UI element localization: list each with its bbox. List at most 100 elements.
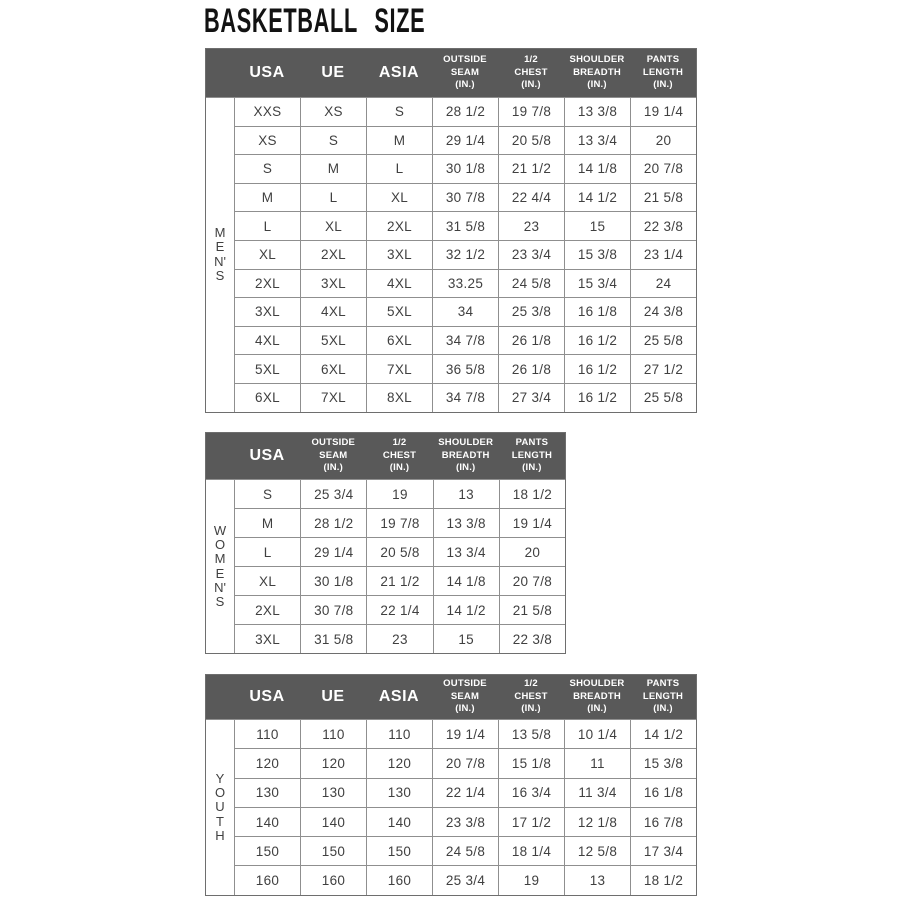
column-header: UE xyxy=(321,64,345,81)
size-cell: 24 xyxy=(630,268,696,298)
size-cell: 33.25 xyxy=(432,268,498,298)
size-cell: 19 1/4 xyxy=(630,97,696,126)
size-cell: 31 5/8 xyxy=(300,624,367,653)
size-cell: 30 7/8 xyxy=(300,595,367,624)
group-label-letter: M xyxy=(214,551,226,567)
size-cell: 28 1/2 xyxy=(300,508,367,537)
size-cell: 19 xyxy=(498,865,564,895)
size-cell: M xyxy=(234,508,301,537)
size-cell: 160 xyxy=(300,865,366,895)
size-cell: 19 1/4 xyxy=(432,719,498,749)
size-cell: 13 xyxy=(564,865,630,895)
size-cell: 29 1/4 xyxy=(432,125,498,155)
group-label-letter: H xyxy=(215,827,225,843)
size-cell: 6XL xyxy=(366,325,432,355)
size-cell: 20 7/8 xyxy=(630,154,696,183)
womens-size-table: USA OUTSIDE SEAM (IN.) 1/2 CHEST (IN.) SHOU… xyxy=(205,432,566,654)
size-cell: M xyxy=(300,154,366,183)
size-cell: 2XL xyxy=(366,211,432,240)
size-cell: 18 1/2 xyxy=(498,479,565,508)
column-header: SHOULDER BREADTH (IN.) xyxy=(569,54,625,91)
group-label: M E N' S xyxy=(206,97,234,412)
size-cell: 22 1/4 xyxy=(432,777,498,807)
size-cell: 15 3/8 xyxy=(564,239,630,269)
column-header: USA xyxy=(249,688,285,705)
size-cell: 21 5/8 xyxy=(630,182,696,212)
size-cell: 7XL xyxy=(300,382,366,412)
size-cell: 25 5/8 xyxy=(630,325,696,355)
size-cell: 21 5/8 xyxy=(498,595,565,624)
size-cell: 34 7/8 xyxy=(432,325,498,355)
size-cell: 130 xyxy=(300,777,366,807)
size-cell: 15 3/4 xyxy=(564,268,630,298)
size-cell: M xyxy=(366,125,432,155)
column-header: UE xyxy=(321,688,345,705)
size-cell: 19 1/4 xyxy=(498,508,565,537)
size-cell: 20 7/8 xyxy=(432,748,498,778)
size-cell: 13 3/8 xyxy=(564,97,630,126)
size-cell: M xyxy=(234,182,300,212)
group-label-letter: O xyxy=(214,784,226,800)
column-header: SHOULDER BREADTH (IN.) xyxy=(569,678,625,715)
size-cell: 120 xyxy=(300,748,366,778)
size-cell: 25 3/4 xyxy=(300,479,367,508)
size-cell: 14 1/2 xyxy=(432,595,499,624)
header-spacer xyxy=(206,675,234,719)
group-label-letter: E xyxy=(215,565,225,581)
size-cell: 23 3/4 xyxy=(498,239,564,269)
size-cell: 20 7/8 xyxy=(498,566,565,595)
size-cell: 23 3/8 xyxy=(432,806,498,837)
size-cell: 22 1/4 xyxy=(366,595,433,624)
size-cell: L xyxy=(234,211,300,240)
size-cell: 140 xyxy=(234,806,300,837)
size-cell: 2XL xyxy=(234,268,300,298)
size-cell: 5XL xyxy=(300,325,366,355)
size-cell: 26 1/8 xyxy=(498,354,564,383)
size-cell: 13 xyxy=(432,479,499,508)
size-cell: 14 1/8 xyxy=(564,154,630,183)
size-cell: 15 1/8 xyxy=(498,748,564,778)
size-cell: S xyxy=(234,479,301,508)
size-cell: 22 3/8 xyxy=(498,624,565,653)
size-cell: 14 1/8 xyxy=(432,566,499,595)
size-cell: 27 1/2 xyxy=(630,354,696,383)
size-cell: 15 xyxy=(564,211,630,240)
size-cell: 160 xyxy=(366,865,432,895)
size-cell: 15 3/8 xyxy=(630,748,696,778)
size-cell: 11 3/4 xyxy=(564,777,630,807)
size-cell: 20 5/8 xyxy=(498,125,564,155)
table-header-row: USA OUTSIDE SEAM (IN.) 1/2 CHEST (IN.) SHOU… xyxy=(206,433,565,479)
size-cell: 23 xyxy=(498,211,564,240)
group-label-letter: Y xyxy=(215,770,225,786)
size-cell: 8XL xyxy=(366,382,432,412)
column-header: 1/2 CHEST (IN.) xyxy=(382,437,417,474)
column-header: USA xyxy=(249,64,285,81)
size-cell: 28 1/2 xyxy=(432,97,498,126)
size-cell: 13 3/4 xyxy=(564,125,630,155)
size-cell: 160 xyxy=(234,865,300,895)
size-cell: 3XL xyxy=(300,268,366,298)
size-cell: 10 1/4 xyxy=(564,719,630,749)
size-cell: 18 1/4 xyxy=(498,836,564,866)
size-cell: 150 xyxy=(366,836,432,866)
size-cell: L xyxy=(366,154,432,183)
size-cell: 16 1/8 xyxy=(630,777,696,807)
size-cell: 25 5/8 xyxy=(630,382,696,412)
size-cell: 19 7/8 xyxy=(498,97,564,126)
size-cell: 21 1/2 xyxy=(498,154,564,183)
column-header: 1/2 CHEST (IN.) xyxy=(514,54,548,91)
size-cell: 13 3/8 xyxy=(432,508,499,537)
size-cell: 16 1/2 xyxy=(564,382,630,412)
table-header-row: USA UE ASIA OUTSIDE SEAM (IN.) 1/2 CHEST (IN… xyxy=(206,675,696,719)
size-cell: 110 xyxy=(234,719,300,749)
size-cell: 16 3/4 xyxy=(498,777,564,807)
column-header: USA xyxy=(249,447,285,464)
size-cell: 12 5/8 xyxy=(564,836,630,866)
size-cell: 16 1/2 xyxy=(564,325,630,355)
size-cell: 3XL xyxy=(234,297,300,326)
group-label-letter: N' xyxy=(214,579,226,595)
size-cell: 14 1/2 xyxy=(630,719,696,749)
size-cell: 36 5/8 xyxy=(432,354,498,383)
size-cell: 18 1/2 xyxy=(630,865,696,895)
size-cell: 120 xyxy=(234,748,300,778)
